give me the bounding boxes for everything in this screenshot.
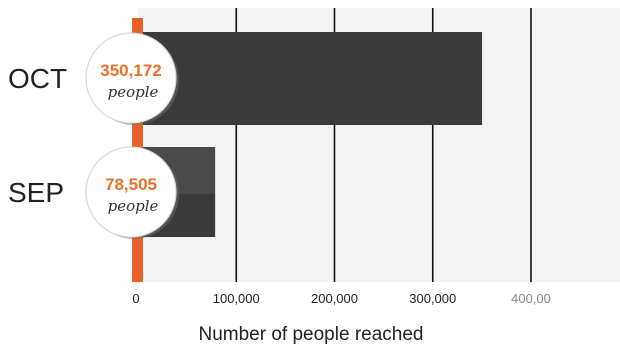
category-label-oct: OCT bbox=[8, 63, 67, 94]
x-tick-label: 300,000 bbox=[409, 291, 456, 306]
value-label: 78,505 bbox=[105, 175, 157, 194]
category-labels: OCT SEP bbox=[8, 63, 67, 208]
x-tick-label: 400,00 bbox=[511, 291, 551, 306]
x-tick-label: 100,000 bbox=[213, 291, 260, 306]
badge-circle bbox=[85, 32, 177, 124]
value-unit-label: people bbox=[108, 83, 159, 101]
value-badge: 350,172 people bbox=[85, 32, 179, 125]
category-label-sep: SEP bbox=[8, 177, 64, 208]
value-unit-label: people bbox=[108, 197, 159, 215]
x-tick-label: 0 bbox=[132, 291, 139, 306]
value-label: 350,172 bbox=[100, 61, 161, 80]
value-badge: 78,505 people bbox=[85, 146, 179, 239]
x-axis-title: Number of people reached bbox=[199, 324, 424, 345]
badge-circle bbox=[85, 146, 177, 238]
x-tick-label: 200,000 bbox=[311, 291, 358, 306]
bar-oct bbox=[132, 32, 483, 125]
x-axis-ticks: 0 100,000 200,000 300,000 400,00 bbox=[132, 291, 551, 306]
value-badges: 350,172 people 78,505 people bbox=[85, 32, 179, 239]
